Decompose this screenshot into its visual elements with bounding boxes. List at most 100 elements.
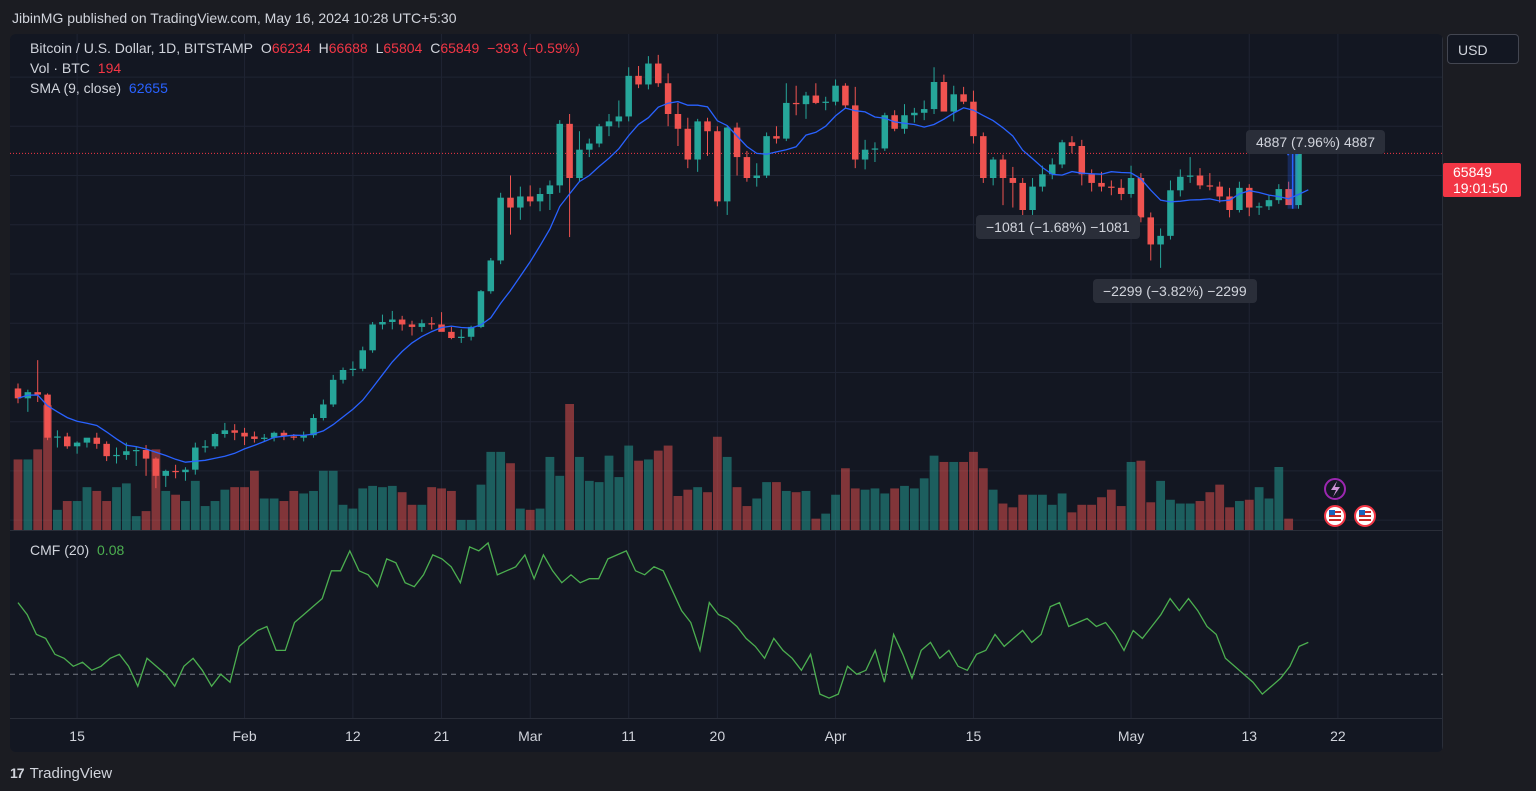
date-tick-label: 11 (621, 728, 636, 744)
volume-bar (860, 489, 870, 530)
volume-bar (801, 490, 811, 530)
volume-bar (53, 509, 62, 530)
volume-bar (791, 492, 801, 530)
volume-bar (259, 498, 269, 530)
volume-bar (515, 508, 525, 530)
volume-bar (1126, 461, 1136, 530)
candle-body (1019, 182, 1026, 210)
candle-body (14, 388, 22, 399)
cmf-label[interactable]: CMF (20) (30, 542, 90, 558)
volume-bar (1215, 484, 1225, 530)
measure-label-may[interactable]: −2299 (−3.82%) −2299 (1093, 279, 1257, 303)
volume-bar (969, 451, 978, 530)
volume-bar (82, 487, 92, 530)
candle-body (339, 370, 347, 380)
low-label: L (375, 40, 384, 56)
candle-body (645, 63, 652, 85)
candle-body (753, 175, 760, 178)
candle-body (172, 470, 179, 473)
candle-body (930, 82, 938, 110)
volume-bar (1284, 518, 1294, 530)
volume-bar (387, 485, 397, 530)
volume-bar (220, 489, 230, 530)
volume-bar (1166, 499, 1175, 530)
volume-bar (1136, 460, 1146, 530)
sma-value: 62655 (128, 80, 168, 96)
tradingview-logo-icon[interactable]: 17 (10, 765, 25, 781)
candle-body (310, 418, 317, 436)
symbol-label[interactable]: Bitcoin / U.S. Dollar, 1D, BITSTAMP (30, 40, 254, 56)
candle-body (576, 149, 583, 178)
volume-bar (703, 492, 712, 530)
volume-bar (309, 490, 318, 530)
volume-bar (151, 449, 161, 530)
volume-bar (417, 504, 427, 530)
candle-body (280, 432, 288, 437)
candle-body (1157, 235, 1164, 245)
cmf-line (17, 541, 1309, 699)
candle-body (792, 102, 800, 105)
volume-bar (663, 445, 673, 530)
vol-label[interactable]: Vol · BTC (30, 60, 90, 76)
volume-bar (437, 488, 446, 530)
measure-label-up[interactable]: 4887 (7.96%) 4887 (1246, 130, 1386, 154)
candle-body (1216, 186, 1223, 197)
chart-canvas[interactable]: 3600040000440004800052000560006000064000… (10, 34, 1443, 752)
chart-frame[interactable]: 3600040000440004800052000560006000064000… (10, 34, 1443, 752)
measure-label-april[interactable]: −1081 (−1.68%) −1081 (976, 215, 1140, 239)
volume-bar (447, 490, 456, 530)
volume-bar (732, 487, 742, 530)
candle-body (733, 127, 741, 158)
volume-bar (427, 487, 437, 530)
candle-body (950, 94, 957, 112)
volume-bar (476, 484, 486, 530)
close-value: 65849 (440, 40, 480, 56)
candle-body (359, 350, 366, 369)
volume-bar (250, 470, 259, 530)
candle-body (428, 323, 435, 325)
current-price-tag: 65849 19:01:50 (1443, 163, 1521, 197)
candle-body (1167, 190, 1174, 236)
volume-bar (328, 470, 338, 530)
candle-body (714, 131, 721, 202)
volume-bar (289, 490, 299, 530)
candle-body (911, 112, 918, 116)
volume-bar (1097, 497, 1106, 530)
volume-bar (1028, 494, 1037, 530)
candle-countdown: 19:01:50 (1453, 180, 1508, 196)
candle-body (162, 470, 169, 476)
brand-name[interactable]: TradingView (29, 764, 113, 782)
volume-bar (181, 501, 190, 530)
volume-bar (338, 504, 348, 530)
currency-button[interactable]: USD (1447, 34, 1519, 64)
volume-bar (1195, 501, 1205, 530)
candle-body (34, 392, 41, 395)
volume-bar (279, 501, 289, 530)
volume-bar (210, 501, 220, 530)
volume-bar (624, 445, 634, 530)
sma-line (17, 100, 1309, 463)
volume-bar (23, 459, 33, 530)
volume-bar (358, 488, 368, 530)
volume-bar (535, 508, 545, 530)
volume-bar (575, 456, 584, 530)
volume-bar (545, 456, 555, 530)
volume-bar (378, 487, 387, 530)
lightning-glyph-icon (1331, 481, 1340, 497)
volume-bar (141, 511, 151, 530)
candle-body (261, 437, 268, 439)
sma-label[interactable]: SMA (9, close) (30, 80, 122, 96)
volume-bar (781, 490, 791, 530)
volume-bar (673, 495, 683, 530)
volume-bar (1038, 494, 1047, 530)
candle-body (349, 368, 357, 370)
volume-bar (949, 461, 959, 530)
candle-body (1088, 174, 1095, 183)
open-value: 66234 (271, 40, 311, 56)
volume-bar (752, 498, 762, 530)
volume-bar (722, 456, 732, 530)
candle-body (1255, 206, 1263, 208)
candle-body (1068, 142, 1076, 146)
candle-body (655, 63, 662, 84)
candle-body (1285, 189, 1292, 206)
